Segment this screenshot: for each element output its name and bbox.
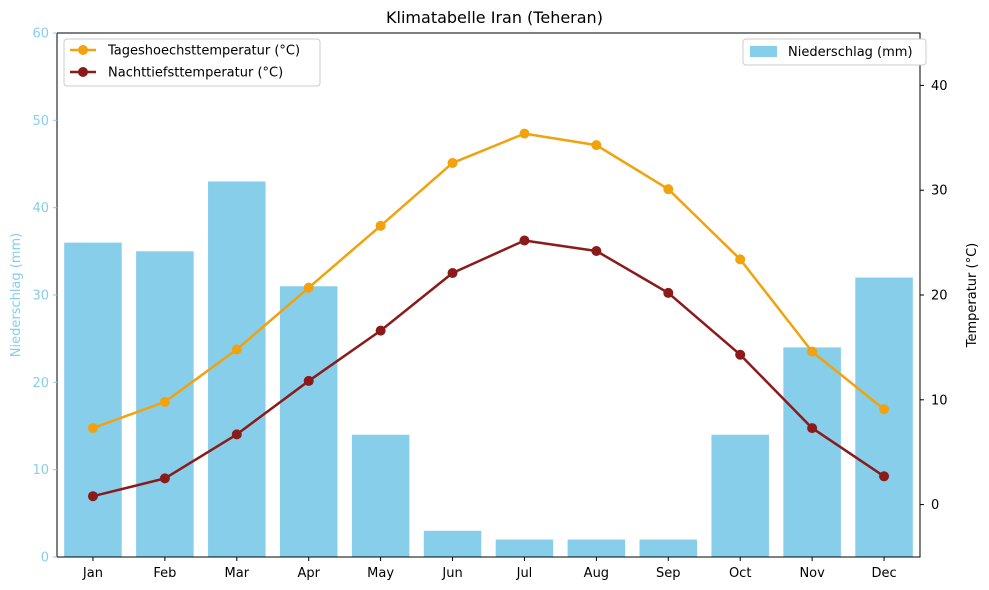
left-y-tick-label: 0: [41, 551, 49, 566]
left-y-axis: 0 10 20 30 40 50 60: [32, 27, 57, 566]
x-tick-label: Nov: [799, 566, 825, 581]
precipitation-bars: [64, 181, 913, 558]
min-temperature-point: [807, 423, 818, 434]
legend-temperature: Tageshoechsttemperatur (°C) Nachttiefstte…: [63, 38, 321, 87]
right-axis-title: Temperatur (°C): [965, 243, 980, 349]
max-temperature-point: [879, 404, 890, 415]
max-temperature-point: [303, 282, 314, 293]
max-temperature-line: [92, 132, 885, 430]
precipitation-bar: [567, 539, 626, 557]
precipitation-bar: [855, 277, 913, 557]
max-temperature-point: [447, 157, 458, 168]
legend-bar-swatch: [750, 46, 777, 57]
left-y-tick-label: 60: [32, 27, 49, 42]
x-tick-label: Mar: [225, 566, 250, 581]
x-tick-label: Jan: [82, 566, 103, 581]
precipitation-bar: [711, 434, 769, 557]
max-temperature-point: [663, 184, 674, 195]
precipitation-bar: [208, 181, 266, 557]
right-y-tick-label: 20: [931, 289, 948, 304]
max-temperature-point: [735, 254, 746, 265]
precipitation-bar: [64, 242, 122, 557]
temperature-lines: [87, 128, 890, 502]
legend-marker: [78, 45, 88, 55]
min-temperature-point: [591, 245, 602, 256]
x-tick-label: Feb: [153, 566, 176, 581]
legend-precipitation: Niederschlag (mm): [742, 38, 927, 66]
min-temperature-point: [879, 471, 890, 482]
left-y-tick-label: 30: [32, 289, 49, 304]
min-temperature-point: [735, 349, 746, 360]
min-temperature-point: [663, 287, 674, 298]
legend-label: Nachttiefsttemperatur (°C): [108, 66, 283, 81]
min-temperature-point: [159, 473, 170, 484]
x-tick-label: Dec: [871, 566, 896, 581]
right-y-tick-label: 40: [931, 79, 948, 94]
right-y-tick-label: 10: [931, 393, 948, 408]
min-temperature-point: [231, 429, 242, 440]
min-temperature-point: [375, 325, 386, 336]
min-temperature-point: [87, 491, 98, 502]
min-temperature-point: [447, 267, 458, 278]
max-temperature-point: [591, 140, 602, 151]
chart-title: Klimatabelle Iran (Teheran): [386, 8, 603, 27]
precipitation-bar: [423, 530, 482, 557]
right-y-axis: 0 10 20 30 40: [920, 79, 948, 513]
left-y-tick-label: 20: [32, 376, 49, 391]
precipitation-bar: [279, 286, 338, 557]
legend-marker: [78, 67, 88, 77]
x-tick-label: Sep: [656, 566, 681, 581]
max-temperature-point: [231, 344, 242, 355]
max-temperature-point: [519, 128, 530, 139]
legend-label: Tageshoechsttemperatur (°C): [107, 44, 300, 59]
x-tick-label: Apr: [297, 566, 320, 581]
left-axis-title: Niederschlag (mm): [9, 233, 24, 358]
left-y-tick-label: 40: [32, 201, 49, 216]
max-temperature-point: [87, 423, 98, 434]
precipitation-bar: [495, 539, 554, 557]
right-y-tick-label: 0: [931, 498, 939, 513]
min-temperature-point: [303, 375, 314, 386]
max-temperature-point: [807, 346, 818, 357]
max-temperature-point: [159, 396, 170, 407]
x-tick-label: Jul: [516, 566, 533, 581]
x-tick-label: Oct: [729, 566, 751, 581]
x-tick-label: May: [367, 566, 394, 581]
x-axis: Jan Feb Mar Apr May Jun Jul Aug Sep Oct Nov Dec: [82, 557, 897, 581]
legend-label: Niederschlag (mm): [788, 45, 913, 60]
min-temperature-point: [519, 235, 530, 246]
max-temperature-point: [375, 220, 386, 231]
left-y-tick-label: 10: [32, 463, 49, 478]
x-tick-label: Aug: [584, 566, 609, 581]
x-tick-label: Jun: [441, 566, 462, 581]
left-y-tick-label: 50: [32, 114, 49, 129]
precipitation-bar: [783, 347, 841, 557]
right-y-tick-label: 30: [931, 184, 948, 199]
legend-box: [63, 38, 321, 87]
min-temperature-line: [92, 239, 885, 498]
legend-box: [742, 38, 927, 66]
precipitation-bar: [351, 434, 410, 557]
precipitation-bar: [639, 539, 698, 557]
